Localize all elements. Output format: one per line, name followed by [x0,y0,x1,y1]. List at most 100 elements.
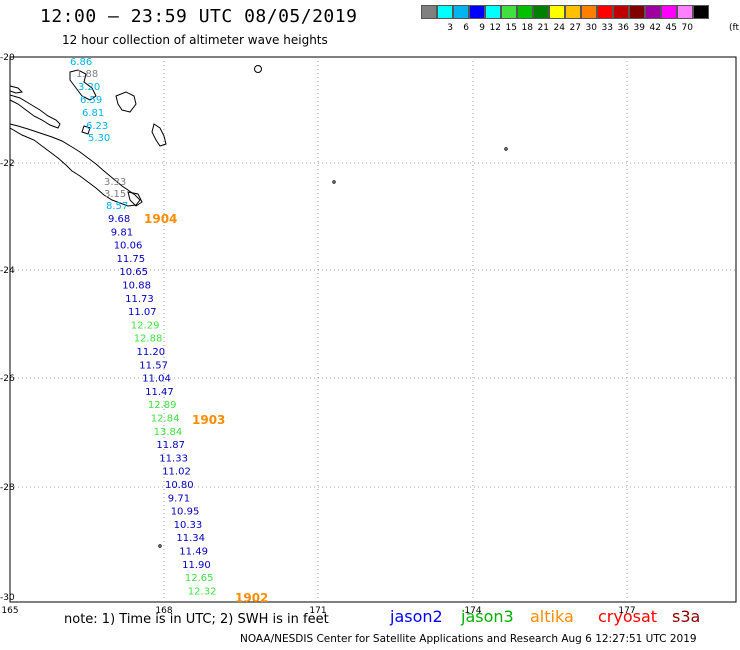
pass-times: 1904 1903 1902 [144,212,268,605]
lon-label: 177 [618,606,635,616]
map-frame [9,56,737,603]
legend-swatch [501,5,517,19]
wave-height-label: 12.65 [185,573,214,584]
wave-height-label: 10.06 [114,241,143,252]
wave-height-label: 11.04 [142,374,171,385]
note-text: note: 1) Time is in UTC; 2) SWH is in fe… [64,612,329,627]
satellite-s3a: s3a [672,607,701,626]
legend-label [421,23,437,33]
legend-label: 42 [649,23,661,33]
legend-label: 18 [521,23,533,33]
legend-swatch [549,5,565,19]
lon-label: 171 [309,606,326,616]
satellite-altika: altika [530,607,574,626]
legend-label: 39 [633,23,645,33]
wave-height-label: 6.81 [82,108,104,119]
legend-swatch [661,5,677,19]
lon-label: 168 [155,606,172,616]
wave-height-label: 11.33 [159,453,188,464]
legend-swatch [453,5,469,19]
wave-height-label: 5.30 [88,133,110,144]
legend-label: 15 [505,23,517,33]
legend-swatch [469,5,485,19]
wave-height-label: 10.33 [174,520,203,531]
legend-swatch [629,5,645,19]
lat-label: -26 [0,374,15,384]
wave-height-label: 9.71 [168,493,190,504]
wave-height-label: 12.89 [148,400,177,411]
lat-label: -30 [0,593,15,603]
wave-height-label: 3.33 [104,177,126,188]
legend-label: 36 [617,23,629,33]
legend-swatch [437,5,453,19]
wave-height-label: 11.87 [156,440,185,451]
lat-label: -24 [0,266,15,276]
pass-time-label: 1903 [192,413,225,427]
wave-height-label: 1.88 [76,69,98,80]
wave-height-label: 11.73 [125,294,154,305]
wave-height-label: 3.15 [104,189,126,200]
legend-swatch [677,5,693,19]
legend-label: 6 [463,23,469,33]
legend-swatch [533,5,549,19]
legend-label: 45 [665,23,677,33]
satellite-jason3: jason3 [461,607,514,626]
wave-height-label: 6.86 [70,57,92,68]
legend-label: 70 [681,23,693,33]
wave-height-label: 12.84 [151,414,180,425]
legend-unit: (ft) [729,23,740,33]
lat-labels: -20 -22 -24 -26 -28 -30 [0,53,15,603]
wave-height-track: 6.861.88 3.20 6.59 6.81 6.235.30 3.333.158.57… [70,57,216,597]
wave-height-label: 3.20 [78,82,100,93]
legend-swatch [565,5,581,19]
pass-time-label: 1902 [235,591,268,605]
graticule [10,57,736,602]
lon-label: 165 [1,606,18,616]
legend-swatch [517,5,533,19]
wave-height-label: 11.34 [176,533,205,544]
wave-height-label: 12.29 [131,320,160,331]
legend-label: 9 [479,23,485,33]
legend-label: 27 [569,23,581,33]
page-subtitle: 12 hour collection of altimeter wave hei… [62,33,328,47]
pass-time-label: 1904 [144,212,177,226]
page-title: 12:00 – 23:59 UTC 08/05/2019 [40,6,358,27]
legend-swatch [485,5,501,19]
wave-height-label: 11.57 [139,360,168,371]
legend-label: 12 [489,23,501,33]
lat-label: -22 [0,159,15,169]
legend-swatches [421,5,709,19]
wave-height-label: 10.65 [119,267,148,278]
lat-label: -20 [0,53,15,63]
legend-labels: 3 6 9 12 15 18 21 24 27 30 33 36 39 42 45 70 [421,23,709,33]
wave-height-label: 11.47 [145,387,174,398]
wave-height-label: 11.49 [179,547,208,558]
legend-swatch [613,5,629,19]
legend-swatch [693,5,709,19]
satellite-jason2: jason2 [390,607,443,626]
wave-height-label: 9.81 [111,227,133,238]
legend-label: 24 [553,23,565,33]
wave-height-label: 10.80 [165,480,194,491]
wave-height-label: 9.68 [108,214,130,225]
wave-height-label: 6.59 [80,95,102,106]
lat-label: -28 [0,483,15,493]
legend-label: 30 [585,23,597,33]
lon-labels: 165 168 171 174 177 [1,606,635,616]
wave-height-label: 10.88 [122,281,151,292]
wave-height-label: 11.02 [162,467,191,478]
wave-height-label: 8.57 [106,201,128,212]
legend-label: 33 [601,23,613,33]
legend-swatch [597,5,613,19]
wave-height-label: 11.75 [117,254,146,265]
wave-height-label: 11.07 [128,307,157,318]
legend-label: 21 [537,23,549,33]
legend-label [693,23,709,33]
wave-height-label: 11.20 [137,347,166,358]
wave-height-label: 10.95 [171,507,200,518]
wave-height-label: 12.32 [188,586,217,597]
wave-height-label: 6.23 [86,121,108,132]
legend-swatch [421,5,437,19]
